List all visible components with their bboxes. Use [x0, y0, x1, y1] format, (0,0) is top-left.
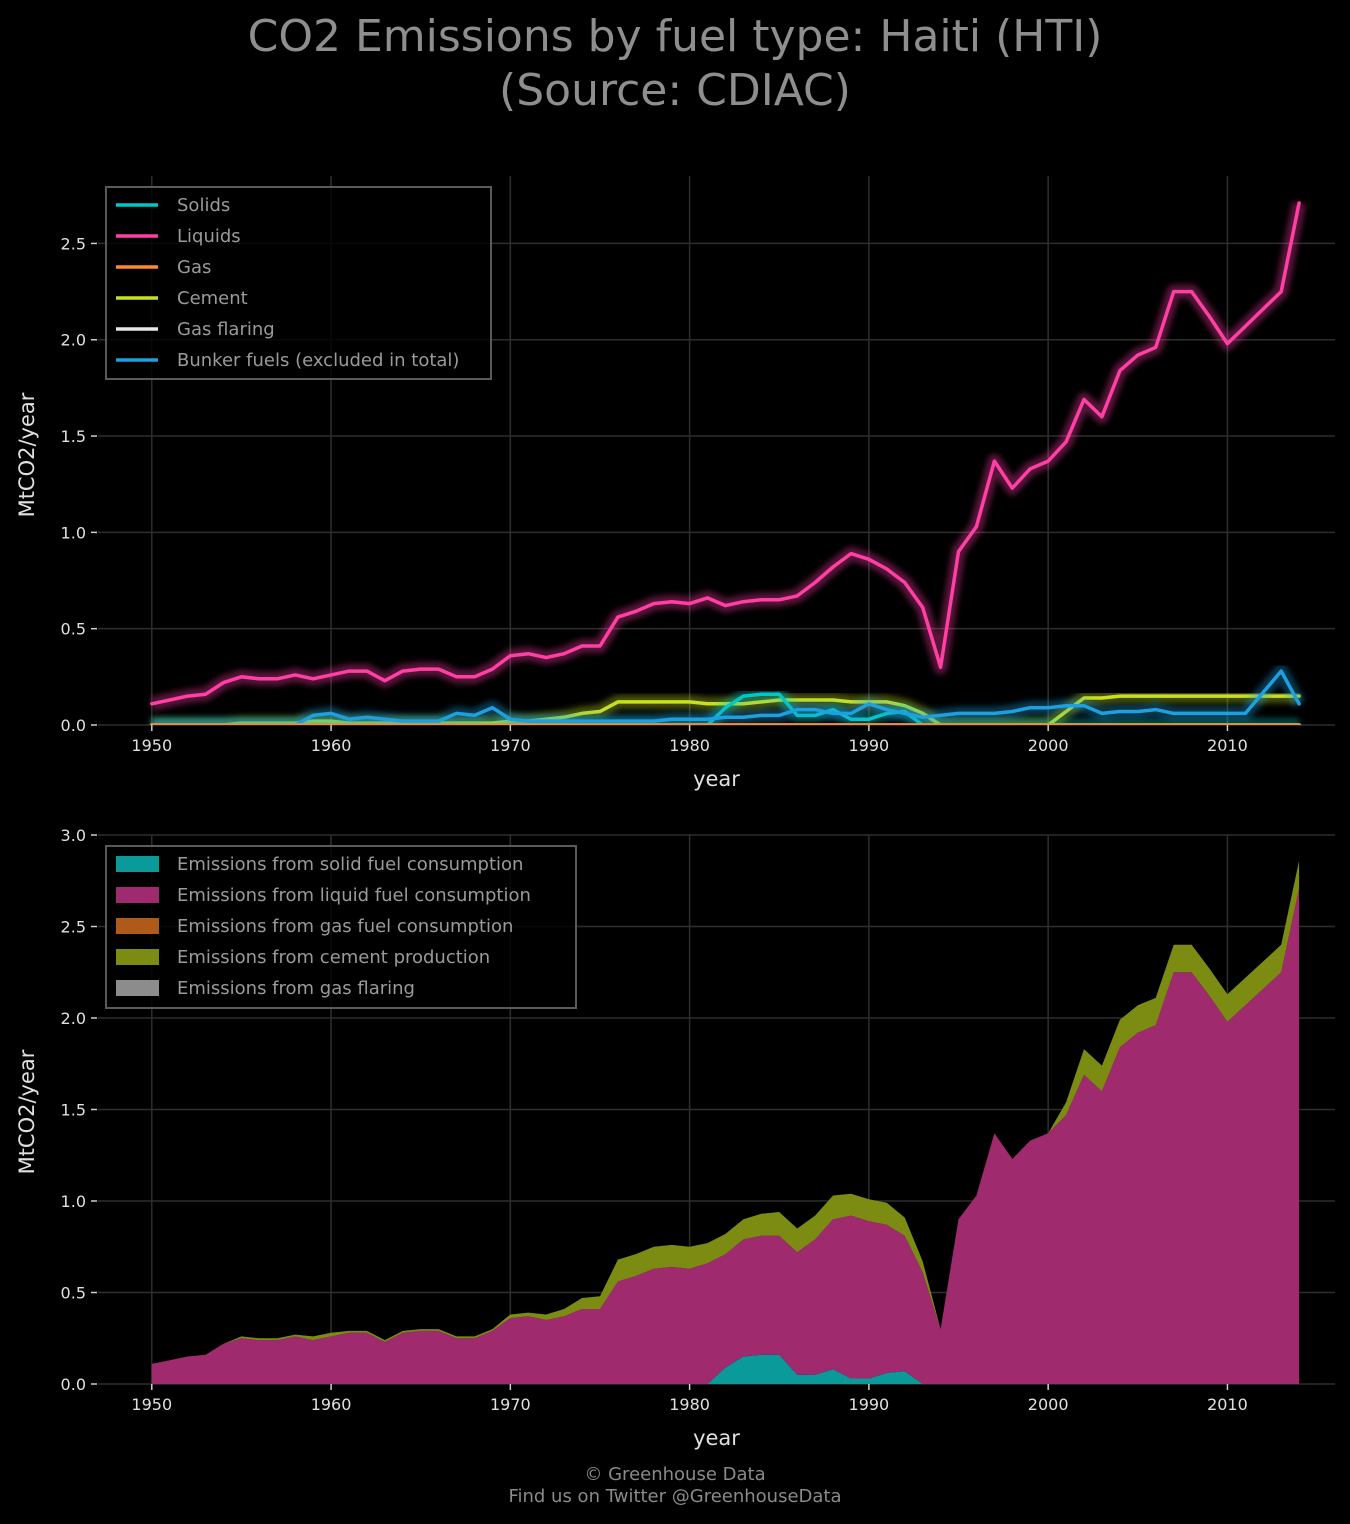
y-tick-label-0-0: 0.0: [61, 1375, 86, 1394]
y-tick-label-0-5: 0.5: [61, 620, 86, 639]
x-tick-label-2000: 2000: [1028, 1395, 1069, 1414]
x-tick-label-2010: 2010: [1207, 736, 1248, 755]
line-legend-frame: [105, 186, 492, 380]
footer-copyright: © Greenhouse Data: [584, 1464, 766, 1485]
x-tick-label-1950: 1950: [131, 1395, 172, 1414]
y-tick-label-2-5: 2.5: [61, 234, 86, 253]
legend-label-emissions-from-cement-production: Emissions from cement production: [177, 947, 490, 968]
area-emissions-from-solid-fuel-consumption: [151, 1354, 1300, 1384]
area-legend: Emissions from solid fuel consumption Emi…: [105, 845, 577, 1009]
chart-title-line-2: (Source: CDIAC): [499, 65, 851, 116]
legend-label-bunker-fuels-excluded-in-total: Bunker fuels (excluded in total): [177, 350, 459, 371]
legend-swatch-emissions-from-cement-production: [116, 949, 159, 965]
x-tick-label-1960: 1960: [311, 736, 352, 755]
x-tick-label-1960: 1960: [311, 1395, 352, 1414]
x-tick-label-2010: 2010: [1207, 1395, 1248, 1414]
chart-title-line-1: CO2 Emissions by fuel type: Haiti (HTI): [247, 11, 1103, 62]
y-tick-label-1-5: 1.5: [61, 427, 86, 446]
y-tick-label-0-5: 0.5: [61, 1284, 86, 1303]
y-tick-label-2-5: 2.5: [61, 918, 86, 937]
area-legend-frame: [105, 845, 577, 1009]
x-tick-label-1990: 1990: [849, 736, 890, 755]
legend-label-emissions-from-gas-flaring: Emissions from gas flaring: [177, 978, 415, 999]
area-emissions-from-liquid-fuel-consumption: [151, 888, 1300, 1384]
legend-label-emissions-from-liquid-fuel-consumption: Emissions from liquid fuel consumption: [177, 885, 531, 906]
y-tick-label-3-0: 3.0: [61, 826, 86, 845]
x-tick-label-2000: 2000: [1028, 736, 1069, 755]
series-line-liquids: [150, 201, 1301, 706]
stacked-area-chart: 1950 1960 1970 1980 1990 2000 2010 0.0 0.5 1.0 1.5…: [15, 826, 1335, 1450]
legend-label-gas: Gas: [177, 257, 211, 278]
legend-swatch-emissions-from-gas-fuel-consumption: [116, 918, 159, 934]
y-tick-label-1-0: 1.0: [61, 523, 86, 542]
chart1-x-axis-label: year: [693, 767, 740, 791]
footer-twitter: Find us on Twitter @GreenhouseData: [508, 1486, 842, 1507]
y-tick-label-1-5: 1.5: [61, 1101, 86, 1120]
legend-label-liquids: Liquids: [177, 226, 241, 247]
chart2-y-axis-label: MtCO2/year: [15, 1049, 39, 1174]
series-line-bunker-fuels-excluded-in-total: [150, 669, 1301, 725]
legend-swatch-emissions-from-solid-fuel-consumption: [116, 856, 159, 872]
x-tick-label-1990: 1990: [849, 1395, 890, 1414]
legend-label-cement: Cement: [177, 288, 248, 309]
y-tick-label-2-0: 2.0: [61, 331, 86, 350]
footer: © Greenhouse Data Find us on Twitter @Gr…: [0, 1464, 1350, 1508]
y-tick-label-2-0: 2.0: [61, 1009, 86, 1028]
y-tick-label-1-0: 1.0: [61, 1192, 86, 1211]
line-chart: 1950 1960 1970 1980 1990 2000 2010 0.0 0.5 1.0 1.5…: [15, 176, 1335, 791]
chart2-series: [151, 860, 1300, 1384]
legend-label-solids: Solids: [177, 195, 230, 216]
x-tick-label-1980: 1980: [669, 1395, 710, 1414]
x-tick-label-1970: 1970: [490, 736, 531, 755]
legend-swatch-emissions-from-gas-flaring: [116, 980, 159, 996]
x-tick-label-1950: 1950: [131, 736, 172, 755]
chart-title: CO2 Emissions by fuel type: Haiti (HTI) …: [0, 10, 1350, 118]
legend-label-gas-flaring: Gas flaring: [177, 319, 275, 340]
legend-label-emissions-from-solid-fuel-consumption: Emissions from solid fuel consumption: [177, 854, 523, 875]
legend-swatch-emissions-from-liquid-fuel-consumption: [116, 887, 159, 903]
chart1-y-axis-label: MtCO2/year: [15, 392, 39, 517]
y-tick-label-0-0: 0.0: [61, 716, 86, 735]
x-tick-label-1980: 1980: [669, 736, 710, 755]
series-line-solids: [150, 692, 1301, 725]
line-legend: Solids Liquids Gas Cement Gas flaring Bunker …: [105, 186, 492, 380]
x-tick-label-1970: 1970: [490, 1395, 531, 1414]
legend-label-emissions-from-gas-fuel-consumption: Emissions from gas fuel consumption: [177, 916, 513, 937]
chart2-x-axis-label: year: [693, 1426, 740, 1450]
chart1-series: [150, 201, 1306, 725]
